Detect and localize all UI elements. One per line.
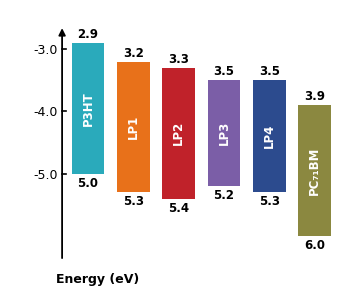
Text: LP4: LP4	[263, 124, 276, 148]
Text: LP1: LP1	[127, 115, 140, 139]
Text: LP2: LP2	[172, 121, 185, 145]
Text: PC₇₁BM: PC₇₁BM	[308, 146, 321, 195]
Bar	[162, 68, 195, 199]
Text: 5.4: 5.4	[168, 202, 189, 215]
Bar	[72, 43, 104, 174]
Text: 5.3: 5.3	[123, 196, 144, 208]
Text: 3.5: 3.5	[214, 65, 235, 78]
Bar	[298, 105, 331, 236]
Text: 6.0: 6.0	[304, 239, 325, 252]
Text: 3.5: 3.5	[259, 65, 280, 78]
Text: 5.3: 5.3	[259, 196, 280, 208]
Text: 5.0: 5.0	[77, 177, 98, 190]
Bar	[117, 61, 149, 192]
Text: 5.2: 5.2	[214, 189, 235, 202]
Text: 3.2: 3.2	[123, 46, 144, 60]
Bar	[208, 80, 240, 186]
Text: 3.9: 3.9	[304, 90, 325, 103]
Text: Energy (eV): Energy (eV)	[56, 273, 139, 286]
Text: 2.9: 2.9	[77, 28, 98, 41]
Bar	[253, 80, 286, 192]
Text: 3.3: 3.3	[168, 53, 189, 66]
Text: P3HT: P3HT	[82, 91, 95, 126]
Text: LP3: LP3	[217, 121, 230, 145]
